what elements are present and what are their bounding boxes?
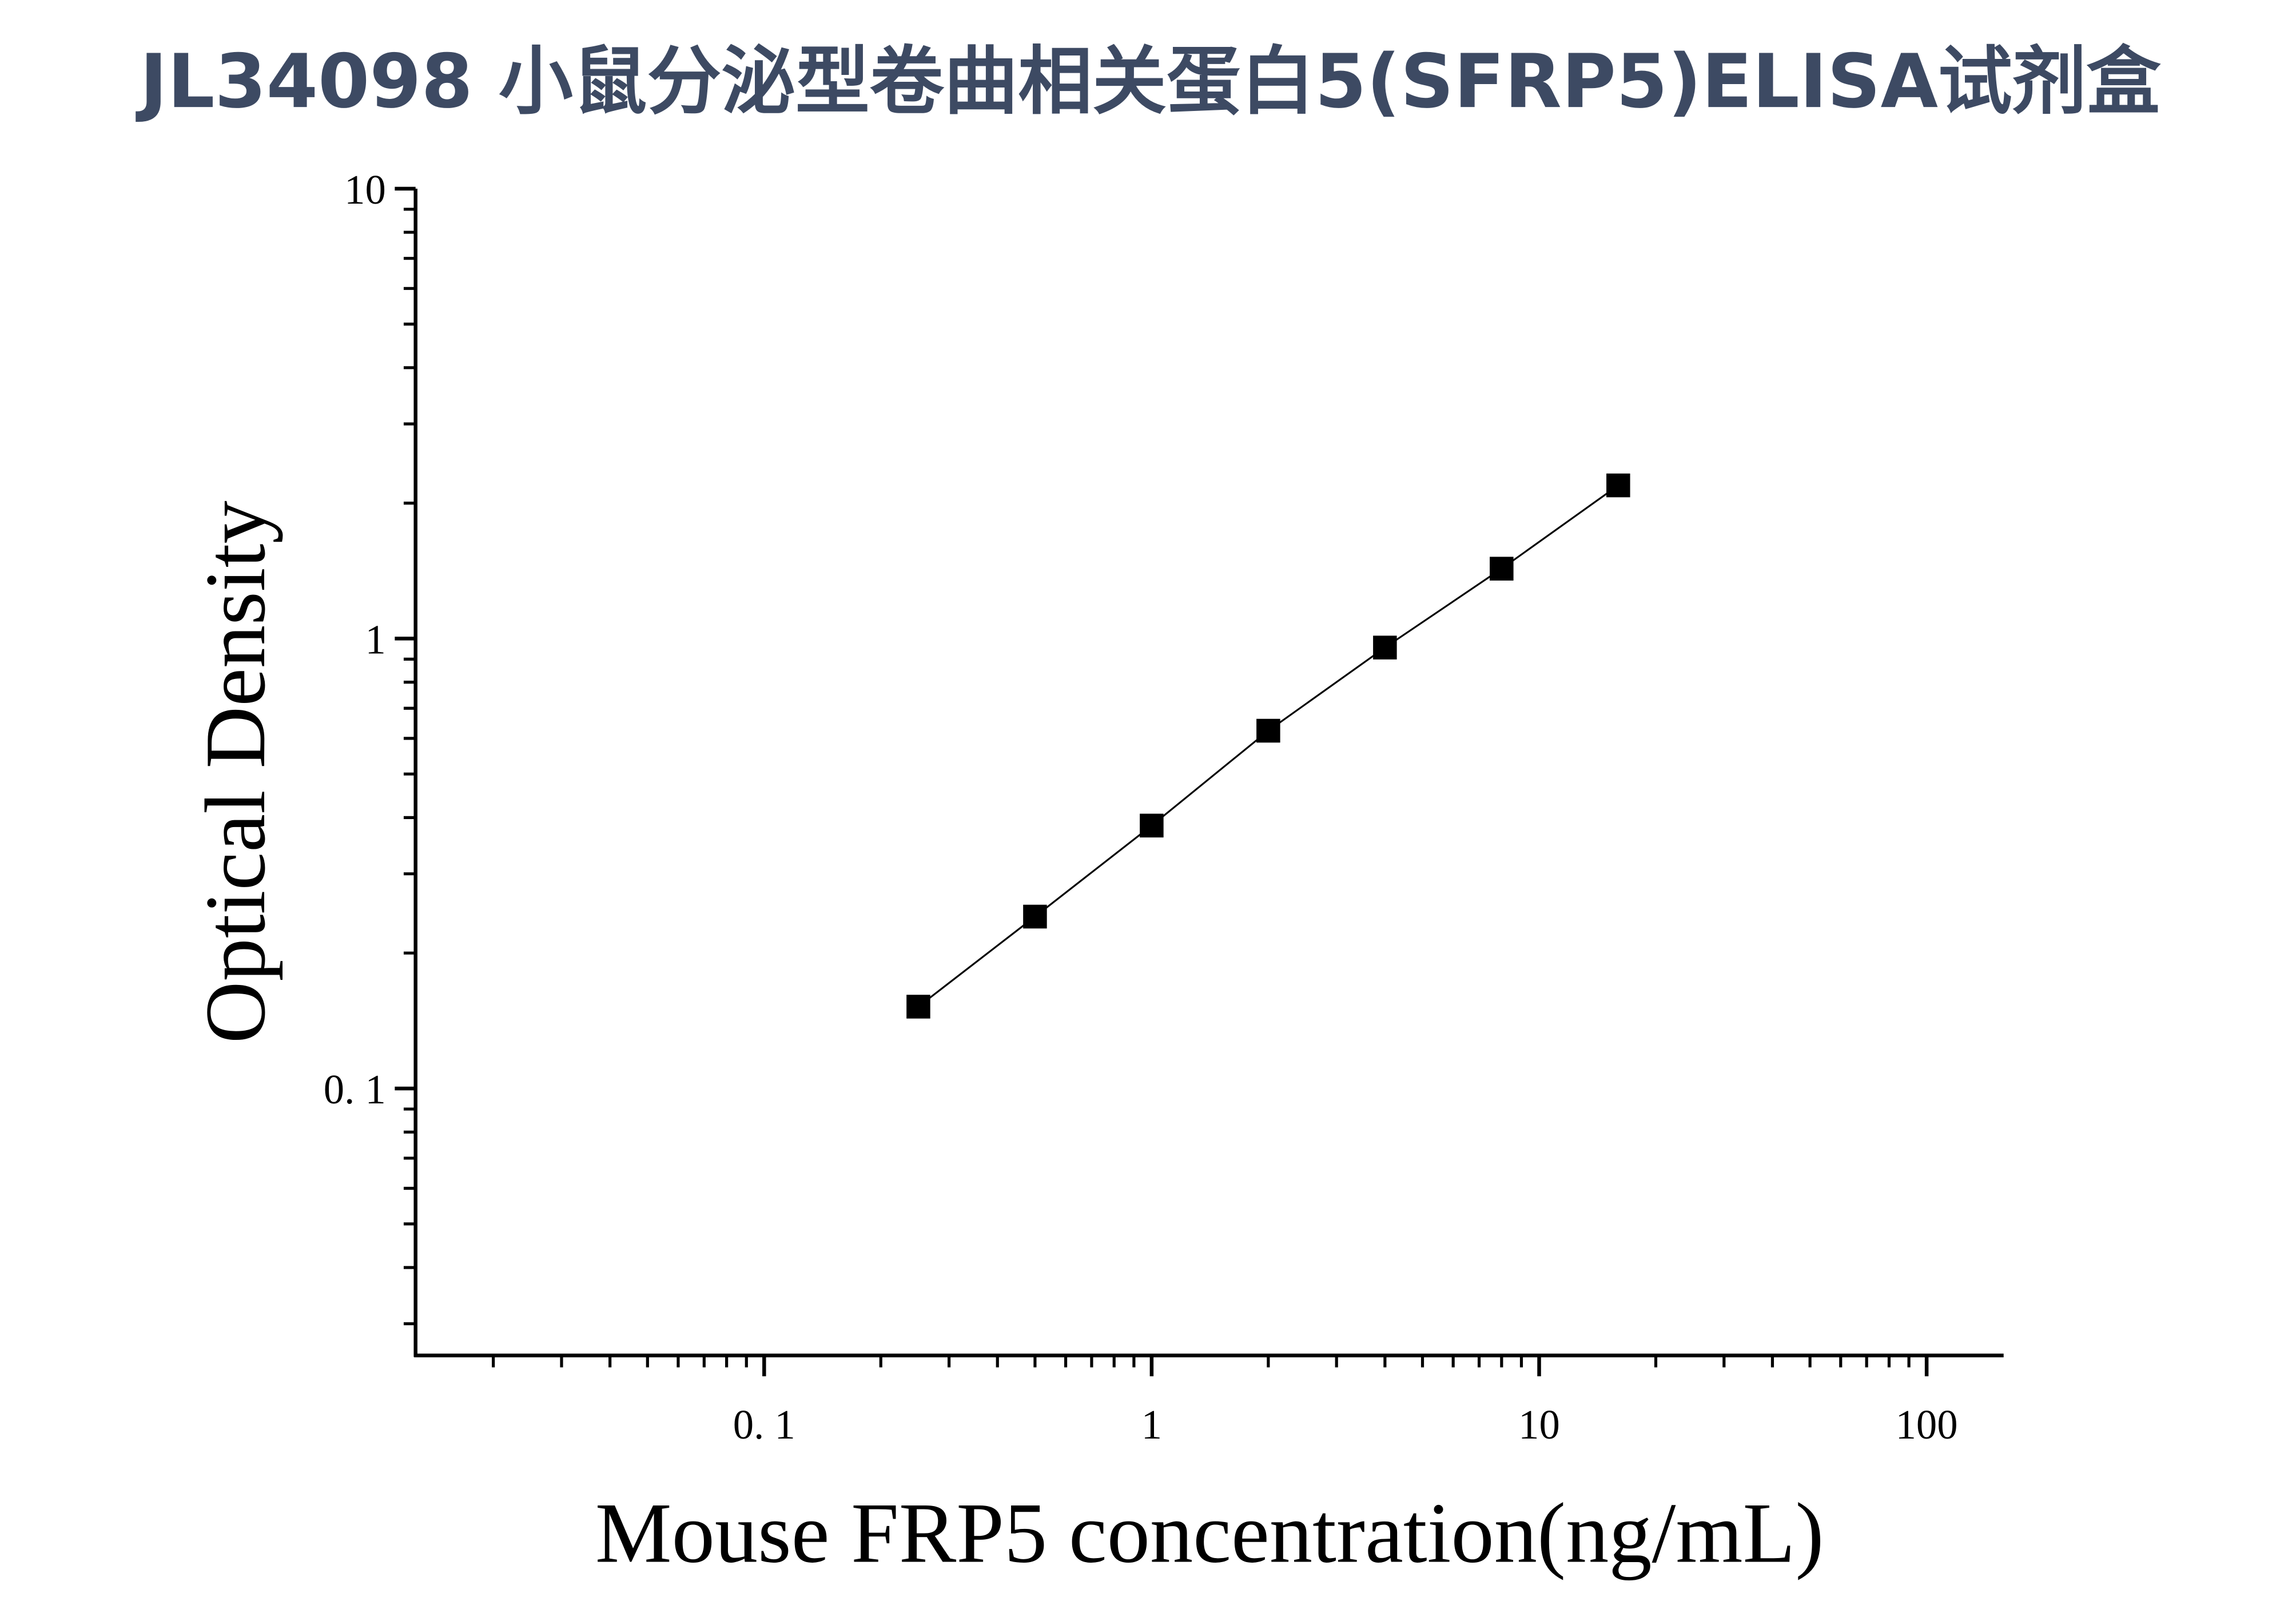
point	[906, 995, 930, 1019]
point	[1606, 473, 1630, 498]
x-axis-label: Mouse FRP5 concentration(ng/mL)	[595, 1485, 1824, 1581]
y-axis-label: Optical Density	[188, 500, 283, 1043]
point	[1023, 904, 1047, 929]
point	[1256, 718, 1280, 743]
x-tick-label: 1	[1141, 1401, 1162, 1448]
chart-title: JL34098 小鼠分泌型卷曲相关蛋白5(SFRP5)ELISA试剂盒	[136, 38, 2162, 125]
point	[1140, 813, 1164, 838]
x-tick-label: 10	[1518, 1401, 1560, 1448]
y-tick-label: 0. 1	[324, 1066, 386, 1113]
x-tick-label: 100	[1896, 1401, 1958, 1448]
point	[1490, 557, 1514, 581]
y-tick-label: 1	[365, 616, 385, 662]
y-tick-label: 10	[344, 166, 386, 213]
x-tick-label: 0. 1	[733, 1401, 795, 1448]
point	[1373, 635, 1397, 660]
